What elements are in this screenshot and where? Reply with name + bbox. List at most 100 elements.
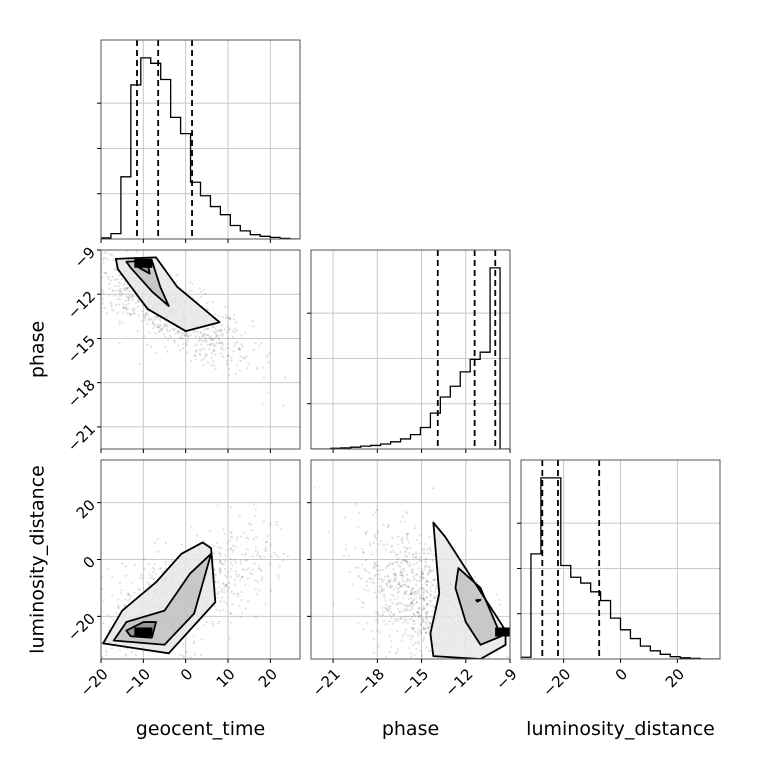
sample-point — [210, 342, 213, 345]
sample-point — [206, 361, 209, 364]
sample-point — [94, 282, 96, 284]
sample-point — [411, 599, 414, 602]
sample-point — [255, 366, 258, 369]
sample-point — [137, 305, 140, 308]
sample-point — [103, 271, 106, 274]
sample-point — [423, 607, 426, 610]
sample-point — [92, 639, 94, 641]
sample-point — [363, 568, 366, 571]
sample-point — [110, 254, 114, 257]
sample-point — [377, 645, 380, 648]
sample-point — [426, 548, 429, 551]
sample-point — [373, 591, 376, 594]
sample-point — [428, 570, 432, 573]
sample-point — [372, 513, 375, 517]
sample-point — [345, 543, 348, 546]
y-tick-label-phase: −21 — [64, 420, 99, 455]
sample-point — [417, 642, 420, 645]
sample-point — [113, 267, 117, 271]
sample-point — [402, 536, 405, 539]
sample-point — [225, 575, 228, 579]
sample-point — [227, 316, 230, 319]
sample-point — [373, 563, 376, 567]
sample-point — [409, 652, 412, 655]
sample-point — [396, 648, 399, 651]
sample-point — [113, 294, 116, 297]
sample-point — [101, 587, 104, 591]
sample-point — [393, 572, 397, 575]
sample-point — [118, 294, 121, 298]
sample-point — [306, 545, 308, 547]
sample-point — [145, 313, 148, 316]
sample-point — [396, 553, 399, 556]
sample-point — [420, 572, 423, 575]
sample-point — [245, 559, 248, 562]
sample-point — [368, 577, 372, 580]
sample-point — [69, 268, 71, 270]
sample-point — [370, 581, 373, 584]
sample-point — [189, 280, 192, 284]
sample-point — [393, 620, 396, 623]
sample-point — [63, 658, 65, 660]
sample-point — [236, 535, 239, 539]
sample-point — [428, 568, 431, 571]
x-tick-label-phase: −12 — [441, 665, 476, 700]
sample-point — [208, 335, 212, 338]
sample-point — [229, 575, 232, 578]
sample-point — [236, 363, 239, 367]
sample-point — [127, 286, 130, 289]
sample-point — [410, 664, 412, 666]
sample-point — [239, 359, 242, 363]
sample-point — [266, 355, 269, 358]
sample-point — [427, 629, 431, 632]
sample-point — [265, 354, 268, 357]
sample-point — [111, 289, 114, 292]
sample-point — [398, 609, 401, 613]
sample-point — [233, 583, 236, 586]
sample-point — [387, 524, 390, 527]
sample-point — [433, 578, 436, 581]
sample-point — [137, 300, 140, 303]
sample-point — [425, 610, 428, 613]
sample-point — [125, 653, 128, 656]
sample-point — [202, 332, 205, 335]
sample-point — [143, 313, 146, 316]
sample-point — [412, 628, 415, 631]
sample-point — [87, 590, 89, 592]
sample-point — [237, 574, 241, 577]
hist-panel-luminosity_distance — [517, 459, 721, 663]
sample-point — [428, 535, 431, 538]
sample-point — [75, 273, 77, 275]
sample-point — [386, 608, 390, 611]
sample-point — [60, 655, 62, 657]
sample-point — [131, 307, 134, 311]
sample-point — [372, 541, 375, 544]
sample-point — [470, 529, 473, 532]
sample-point — [231, 563, 234, 566]
sample-point — [194, 350, 197, 353]
sample-point — [241, 356, 245, 359]
sample-point — [332, 602, 335, 605]
sample-point — [443, 661, 445, 663]
sample-point — [372, 637, 375, 641]
sample-point — [414, 555, 417, 559]
contour-line-1 — [454, 567, 503, 646]
sample-point — [386, 579, 389, 582]
sample-point — [380, 589, 383, 592]
sample-point — [120, 661, 122, 663]
sample-point — [429, 624, 432, 627]
sample-point — [393, 578, 396, 581]
sample-point — [217, 329, 220, 332]
sample-point — [421, 590, 425, 594]
sample-point — [430, 600, 433, 603]
sample-point — [396, 596, 400, 599]
sample-point — [389, 610, 393, 614]
sample-point — [375, 596, 378, 599]
sample-point — [243, 531, 246, 534]
sample-point — [156, 323, 159, 327]
sample-point — [55, 654, 57, 656]
sample-point — [159, 567, 162, 570]
sample-point — [246, 577, 249, 580]
sample-point — [409, 638, 412, 641]
sample-point — [166, 330, 169, 333]
